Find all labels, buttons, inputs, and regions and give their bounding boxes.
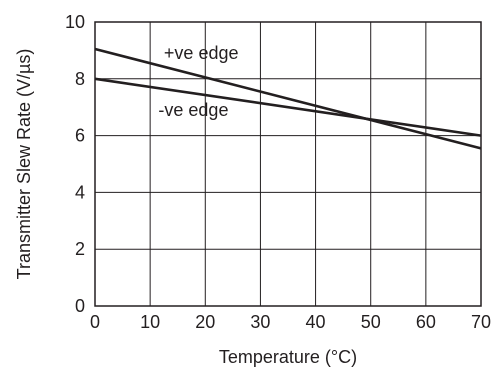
x-tick-label-10: 10 <box>140 312 160 332</box>
plot-frame <box>94 21 482 307</box>
series-label-negative-edge: -ve edge <box>158 100 228 120</box>
x-tick-label-20: 20 <box>195 312 215 332</box>
x-tick-label-70: 70 <box>471 312 491 332</box>
y-tick-label-4: 4 <box>75 182 85 202</box>
y-tick-label-10: 10 <box>65 12 85 32</box>
x-tick-label-50: 50 <box>361 312 381 332</box>
y-axis-title: Transmitter Slew Rate (V/µs) <box>14 49 34 280</box>
series-lines <box>94 47 482 150</box>
series-label-positive-edge: +ve edge <box>164 43 239 63</box>
x-axis-title: Temperature (°C) <box>219 347 357 367</box>
y-tick-label-2: 2 <box>75 239 85 259</box>
y-tick-labels: 0 2 4 6 8 10 <box>65 12 85 316</box>
series-annotations: +ve edge -ve edge <box>158 43 238 120</box>
y-tick-label-6: 6 <box>75 126 85 146</box>
x-tick-label-60: 60 <box>416 312 436 332</box>
y-tick-label-8: 8 <box>75 69 85 89</box>
series-line-positive-edge <box>94 47 482 150</box>
x-tick-label-40: 40 <box>306 312 326 332</box>
y-tick-label-0: 0 <box>75 296 85 316</box>
x-tick-label-0: 0 <box>90 312 100 332</box>
series-line-negative-edge <box>94 77 482 137</box>
x-tick-labels: 0 10 20 30 40 50 60 70 <box>90 312 491 332</box>
x-tick-label-30: 30 <box>250 312 270 332</box>
